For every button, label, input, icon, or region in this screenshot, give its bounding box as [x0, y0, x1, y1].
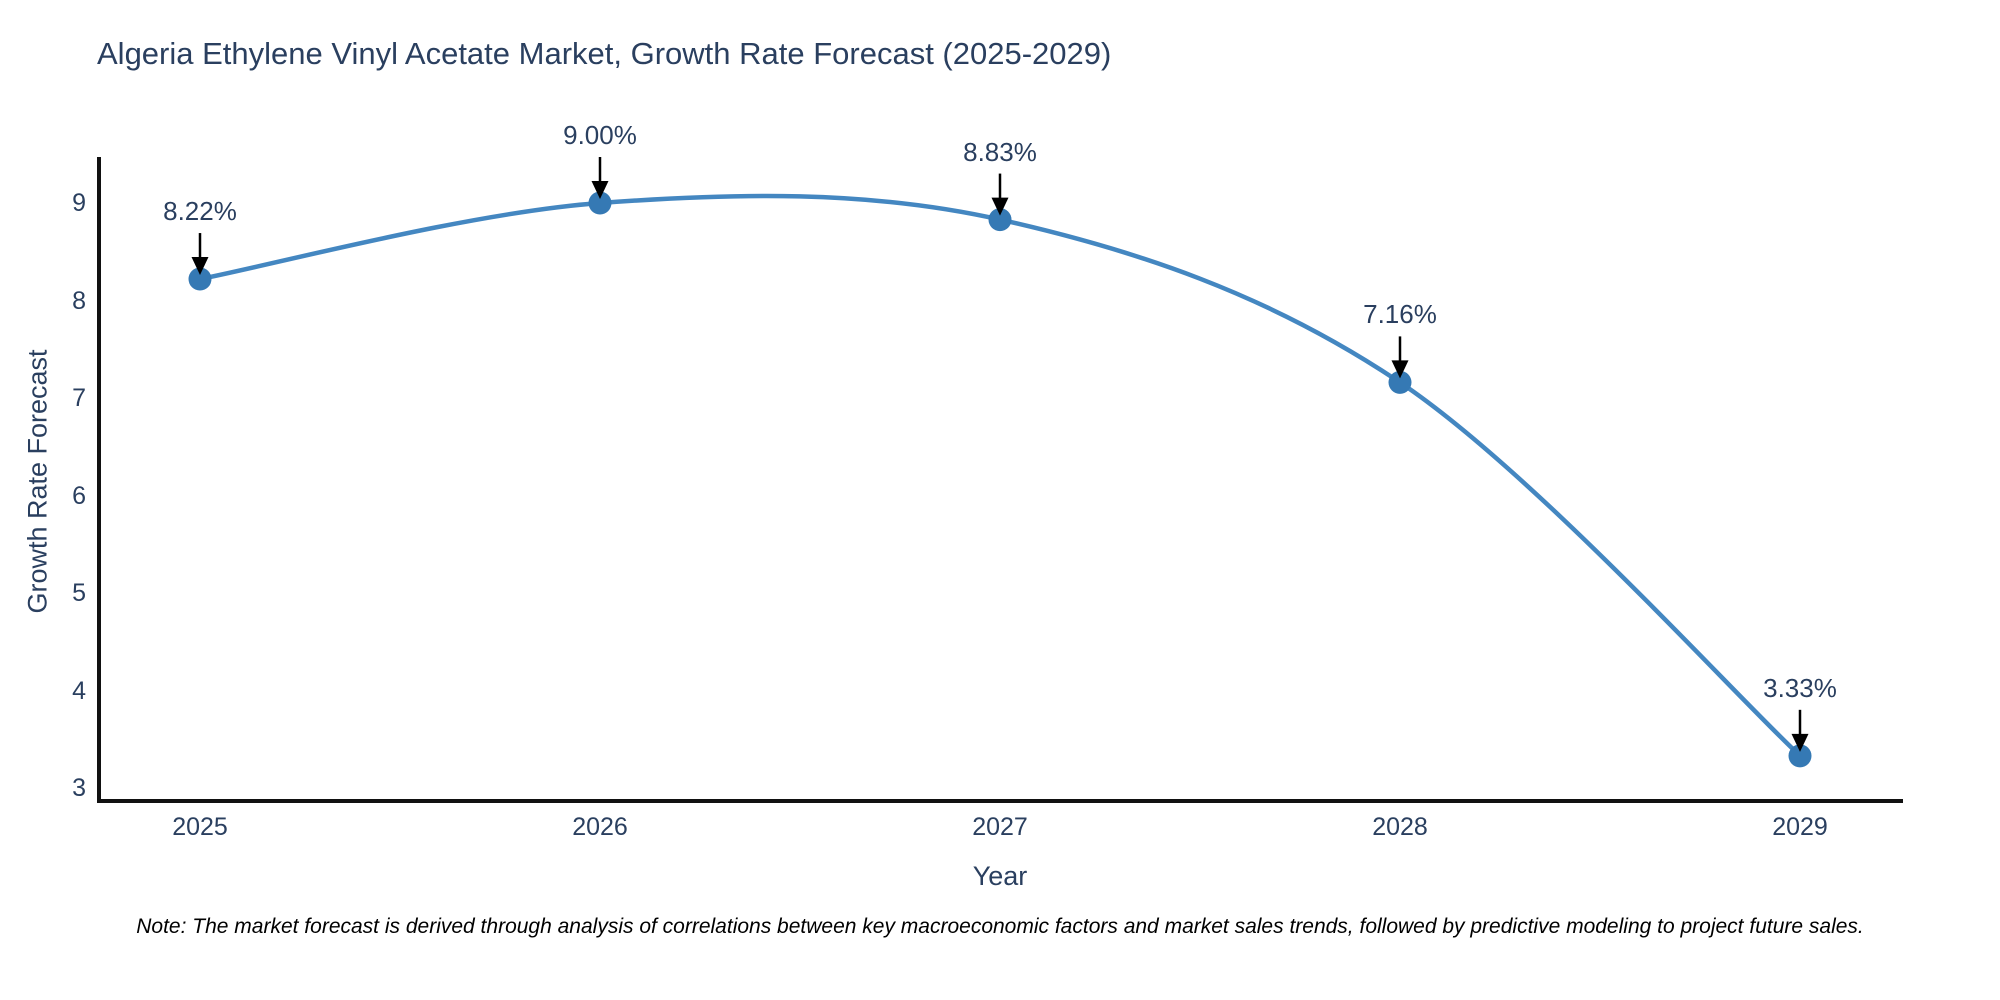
footnote: Note: The market forecast is derived thr…	[136, 915, 1864, 938]
x-axis-title: Year	[972, 861, 1028, 891]
y-tick-label: 5	[72, 579, 86, 607]
point-value-label: 7.16%	[1363, 299, 1437, 330]
data-point-marker	[1388, 370, 1412, 394]
annotation-arrowhead-icon	[591, 181, 609, 199]
x-tick-label: 2028	[1372, 813, 1428, 841]
data-point-marker	[588, 191, 612, 215]
forecast-line	[199, 193, 1802, 758]
y-tick-label: 4	[72, 676, 86, 705]
y-tick-label: 8	[72, 286, 86, 315]
x-tick-label: 2026	[572, 813, 628, 841]
data-point-marker	[988, 208, 1012, 232]
y-tick-label: 6	[72, 481, 86, 510]
y-tick-label: 9	[72, 189, 86, 217]
x-tick-label: 2027	[972, 813, 1028, 841]
point-value-label: 8.22%	[163, 196, 237, 227]
annotation-arrowhead-icon	[1391, 360, 1409, 379]
y-tick-label: 3	[72, 774, 86, 802]
chart-title: Algeria Ethylene Vinyl Acetate Market, G…	[97, 36, 1112, 71]
point-value-label: 8.83%	[963, 136, 1037, 167]
x-tick-label: 2025	[172, 813, 228, 841]
x-tick-label: 2029	[1772, 813, 1828, 841]
annotation-arrowhead-icon	[991, 197, 1009, 216]
data-point-marker	[188, 267, 212, 291]
point-value-label: 9.00%	[563, 120, 637, 150]
annotation-arrowhead-icon	[1791, 733, 1809, 752]
annotation-arrowhead-icon	[191, 257, 209, 276]
point-value-label: 3.33%	[1763, 672, 1837, 703]
data-point-marker	[1788, 744, 1812, 768]
y-tick-label: 7	[72, 384, 86, 412]
